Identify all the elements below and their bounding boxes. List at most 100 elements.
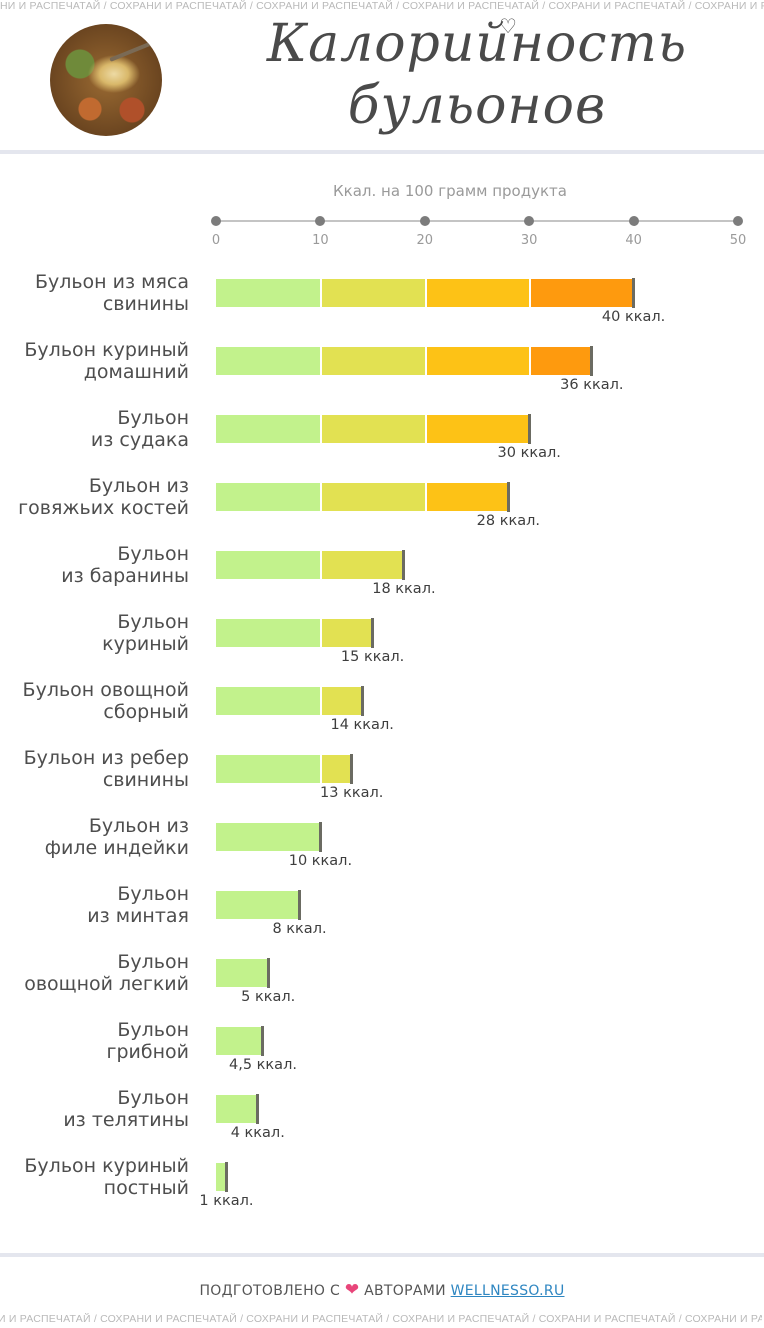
category-label: Бульон из говяжьих костей bbox=[0, 475, 189, 519]
category-label: Бульон из минтая bbox=[0, 883, 189, 927]
category-label-line: Бульон bbox=[117, 951, 189, 973]
footer-separator bbox=[0, 1253, 764, 1257]
bar-segment bbox=[216, 483, 321, 511]
category-label-line: Бульон bbox=[117, 543, 189, 565]
credit-middle: АВТОРАМИ bbox=[364, 1283, 446, 1299]
bar-segment bbox=[216, 959, 269, 987]
x-tick-dot bbox=[524, 216, 535, 226]
category-label: Бульон овощной легкий bbox=[0, 951, 189, 995]
page-title-line1: Калорийность bbox=[266, 14, 688, 74]
bar-segment bbox=[216, 755, 321, 783]
category-label-line: Бульон овощной bbox=[22, 679, 189, 701]
value-label: 8 ккал. bbox=[272, 921, 327, 937]
category-label: Бульон куриный домашний bbox=[0, 339, 189, 383]
value-label: 15 ккал. bbox=[340, 649, 405, 665]
category-label: Бульон из баранины bbox=[0, 543, 189, 587]
category-label: Бульон куриный постный bbox=[0, 1155, 189, 1199]
category-label-line: Бульон bbox=[117, 1087, 189, 1109]
category-label: Бульон куриный bbox=[0, 611, 189, 655]
bar-end-marker bbox=[527, 414, 531, 444]
category-label-line: из минтая bbox=[87, 905, 189, 927]
value-label: 30 ккал. bbox=[497, 445, 561, 461]
bar-end-marker bbox=[298, 890, 302, 920]
bar-segment bbox=[426, 415, 530, 443]
x-tick-label: 30 bbox=[520, 233, 538, 248]
bar-segment bbox=[216, 823, 321, 851]
value-label: 1 ккал. bbox=[199, 1193, 254, 1209]
bar-segment bbox=[216, 1163, 227, 1191]
bar-segment bbox=[426, 347, 530, 375]
x-tick-label: 20 bbox=[416, 233, 434, 248]
bar-segment bbox=[322, 755, 352, 783]
category-label-line: Бульон bbox=[117, 407, 189, 429]
broth-photo bbox=[50, 24, 162, 136]
bar-end-marker bbox=[256, 1094, 260, 1124]
x-tick-label: 40 bbox=[625, 233, 642, 248]
title-heart-flourish: ♡ bbox=[499, 14, 517, 38]
category-label-line: Бульон bbox=[117, 611, 189, 633]
x-tick-label: 50 bbox=[729, 233, 747, 248]
category-label: Бульон из филе индейки bbox=[0, 815, 189, 859]
category-label-line: Бульон из мяса bbox=[34, 271, 189, 293]
value-label: 36 ккал. bbox=[560, 377, 624, 393]
bar-segment bbox=[531, 279, 634, 307]
x-tick-dot bbox=[211, 216, 221, 226]
value-label: 18 ккал. bbox=[372, 581, 436, 597]
category-label: Бульон из судака bbox=[0, 407, 189, 451]
x-tick-dot bbox=[315, 216, 326, 226]
category-label-line: Бульон bbox=[117, 1019, 189, 1041]
x-tick-dot bbox=[628, 216, 639, 226]
bar-segment bbox=[322, 279, 425, 307]
value-label: 10 ккал. bbox=[288, 853, 353, 869]
page-title-line2: бульонов bbox=[347, 76, 607, 136]
x-tick-dot bbox=[419, 216, 430, 226]
bar-segment bbox=[322, 687, 363, 715]
category-label-line: говяжьих костей bbox=[18, 497, 189, 519]
credit-prefix: ПОДГОТОВЛЕНО С bbox=[199, 1283, 341, 1299]
bar-end-marker bbox=[632, 278, 636, 308]
x-tick-dot bbox=[733, 216, 743, 226]
category-label: Бульон грибной bbox=[0, 1019, 189, 1063]
category-label-line: из баранины bbox=[61, 565, 189, 587]
bar-end-marker bbox=[350, 754, 354, 784]
bar-segment bbox=[216, 619, 321, 647]
bar-end-marker bbox=[266, 958, 270, 988]
bar-segment bbox=[322, 347, 425, 375]
category-label-line: Бульон bbox=[117, 883, 189, 905]
category-label-line: овощной легкий bbox=[24, 973, 189, 995]
bar-segment bbox=[531, 347, 592, 375]
bar-segment bbox=[216, 551, 321, 579]
bar-segment bbox=[216, 891, 300, 919]
category-label-line: филе индейки bbox=[44, 837, 189, 859]
category-label: Бульон из телятины bbox=[0, 1087, 189, 1131]
category-label-line: Бульон из bbox=[88, 475, 189, 497]
x-axis-line bbox=[215, 220, 739, 222]
wellnesso-link[interactable]: WELLNESSO.RU bbox=[450, 1283, 565, 1299]
category-label-line: Бульон из bbox=[88, 815, 189, 837]
category-label-line: свинины bbox=[102, 293, 189, 315]
value-label: 14 ккал. bbox=[330, 717, 394, 733]
category-label-line: домашний bbox=[83, 361, 189, 383]
value-label: 5 ккал. bbox=[241, 989, 296, 1005]
bar-segment bbox=[322, 415, 425, 443]
watermark-bottom: И И РАСПЕЧАТАЙ / СОХРАНИ И РАСПЕЧАТАЙ / … bbox=[0, 1313, 762, 1325]
category-label-line: свинины bbox=[102, 769, 189, 791]
bar-end-marker bbox=[224, 1162, 228, 1192]
bar-end-marker bbox=[402, 550, 406, 580]
value-label: 4 ккал. bbox=[230, 1125, 285, 1141]
category-label-line: Бульон куриный bbox=[24, 339, 189, 361]
category-label-line: куриный bbox=[102, 633, 189, 655]
bar-segment bbox=[216, 1095, 258, 1123]
value-label: 28 ккал. bbox=[476, 513, 540, 529]
x-tick-label: 0 bbox=[211, 233, 221, 248]
bar-end-marker bbox=[318, 822, 322, 852]
bar-segment bbox=[322, 619, 373, 647]
bar-segment bbox=[216, 279, 321, 307]
category-label-line: из телятины bbox=[63, 1109, 189, 1131]
bar-end-marker bbox=[590, 346, 594, 376]
bar-segment bbox=[426, 279, 530, 307]
bar-segment bbox=[322, 483, 425, 511]
heart-icon: ❤ bbox=[344, 1280, 360, 1300]
category-label-line: Бульон куриный bbox=[24, 1155, 189, 1177]
category-label-line: из судака bbox=[90, 429, 189, 451]
